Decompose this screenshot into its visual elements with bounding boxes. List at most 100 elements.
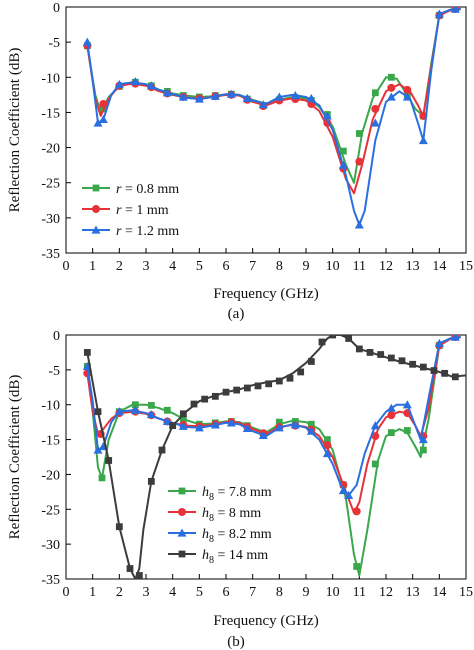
data-point: [83, 349, 91, 356]
x-tick-label: 13: [406, 259, 420, 274]
data-point: [338, 160, 348, 169]
data-point: [210, 420, 220, 429]
legend-text: = 7.8 mm: [214, 485, 272, 500]
legend-marker: [178, 487, 186, 495]
data-point: [226, 418, 236, 427]
data-point: [387, 429, 395, 436]
x-tick-label: 11: [353, 585, 366, 600]
data-point: [179, 415, 187, 423]
data-point: [323, 441, 332, 450]
data-point: [194, 423, 204, 432]
data-point: [419, 363, 427, 371]
x-tick-label: 0: [63, 259, 70, 274]
data-point: [243, 384, 251, 392]
y-axis-label: Reflection Coefficient (dB): [7, 375, 23, 540]
data-point: [178, 92, 188, 101]
data-point: [409, 360, 417, 368]
data-point: [233, 386, 241, 394]
series-3: [82, 7, 461, 229]
series-line: [86, 336, 461, 577]
legend-symbol: h: [202, 485, 209, 500]
x-tick-label: 5: [196, 585, 203, 600]
data-point: [387, 83, 396, 92]
x-tick-label: 7: [249, 585, 256, 600]
y-axis-label: Reflection Coefficient (dB): [7, 48, 23, 213]
data-point: [158, 446, 166, 454]
data-point: [318, 338, 326, 346]
data-point: [274, 423, 284, 432]
data-point: [201, 395, 209, 403]
x-tick-label: 2: [116, 585, 123, 600]
data-point: [190, 400, 198, 408]
data-point: [370, 421, 380, 430]
x-tick-label: 12: [379, 585, 393, 600]
legend-symbol: h: [202, 527, 209, 542]
data-point: [354, 220, 364, 229]
data-point: [355, 157, 364, 166]
y-tick-label: -5: [48, 36, 60, 51]
data-point: [163, 406, 171, 414]
data-point: [114, 407, 124, 416]
legend-marker: [178, 550, 186, 558]
y-tick-label: -25: [41, 177, 60, 192]
data-point: [210, 91, 220, 100]
data-point: [451, 373, 459, 381]
y-tick-label: -20: [41, 142, 60, 157]
data-point: [147, 478, 155, 485]
data-point: [290, 420, 300, 429]
data-point: [366, 349, 374, 356]
legend-marker: [92, 205, 100, 213]
data-point: [434, 338, 444, 347]
x-tick-label: 11: [353, 259, 366, 274]
legend-label: h8 = 8.2 mm: [202, 527, 272, 545]
legend-text: = 14 mm: [214, 548, 268, 563]
y-tick-label: -15: [41, 106, 60, 121]
x-axis-label: Frequency (GHz): [213, 613, 318, 629]
chart-b: 0 1 2 3 4 5 6 7 8 9 10 11 12 13 14 150-5-10-15-20-25-30…: [7, 329, 473, 650]
data-point: [450, 335, 460, 341]
data-point: [93, 118, 103, 127]
legend-subscript: 8: [209, 534, 214, 545]
data-point: [211, 392, 219, 400]
legend-subscript: 8: [209, 492, 214, 503]
series-line: [86, 8, 461, 226]
legend-text: = 1.2 mm: [121, 224, 179, 239]
data-point: [135, 572, 143, 579]
x-tick-label: 12: [379, 259, 393, 274]
legend: r = 0.8 mmr = 1 mmr = 1.2 mm: [82, 182, 179, 239]
data-point: [371, 104, 380, 113]
data-point: [345, 335, 353, 342]
data-point: [242, 93, 252, 102]
x-tick-label: 9: [303, 585, 310, 600]
legend-marker: [177, 528, 187, 537]
data-point: [403, 427, 411, 434]
x-tick-label: 13: [406, 585, 420, 600]
data-point: [114, 79, 124, 88]
data-point: [258, 100, 268, 109]
data-point: [418, 136, 428, 145]
x-tick-label: 9: [303, 259, 310, 274]
data-point: [222, 388, 230, 396]
data-point: [290, 91, 300, 100]
data-point: [377, 351, 385, 358]
y-tick-label: -35: [41, 247, 60, 262]
data-point: [98, 474, 106, 482]
data-point: [146, 81, 156, 90]
y-tick-label: -25: [41, 503, 60, 518]
figure-caption: (b): [227, 634, 245, 650]
data-point: [297, 368, 305, 376]
data-point: [450, 7, 460, 13]
data-point: [355, 345, 363, 353]
data-point: [94, 408, 102, 416]
data-point: [286, 374, 294, 382]
legend-marker: [178, 508, 186, 516]
series-3: [82, 335, 461, 499]
data-point: [130, 77, 140, 86]
plot-frame: [65, 6, 467, 254]
x-tick-label: 6: [223, 259, 230, 274]
legend-label: h8 = 14 mm: [202, 548, 268, 566]
data-point: [178, 421, 188, 430]
legend-symbol: r: [116, 182, 122, 197]
data-point: [99, 99, 108, 108]
legend-text: = 8 mm: [214, 506, 261, 521]
